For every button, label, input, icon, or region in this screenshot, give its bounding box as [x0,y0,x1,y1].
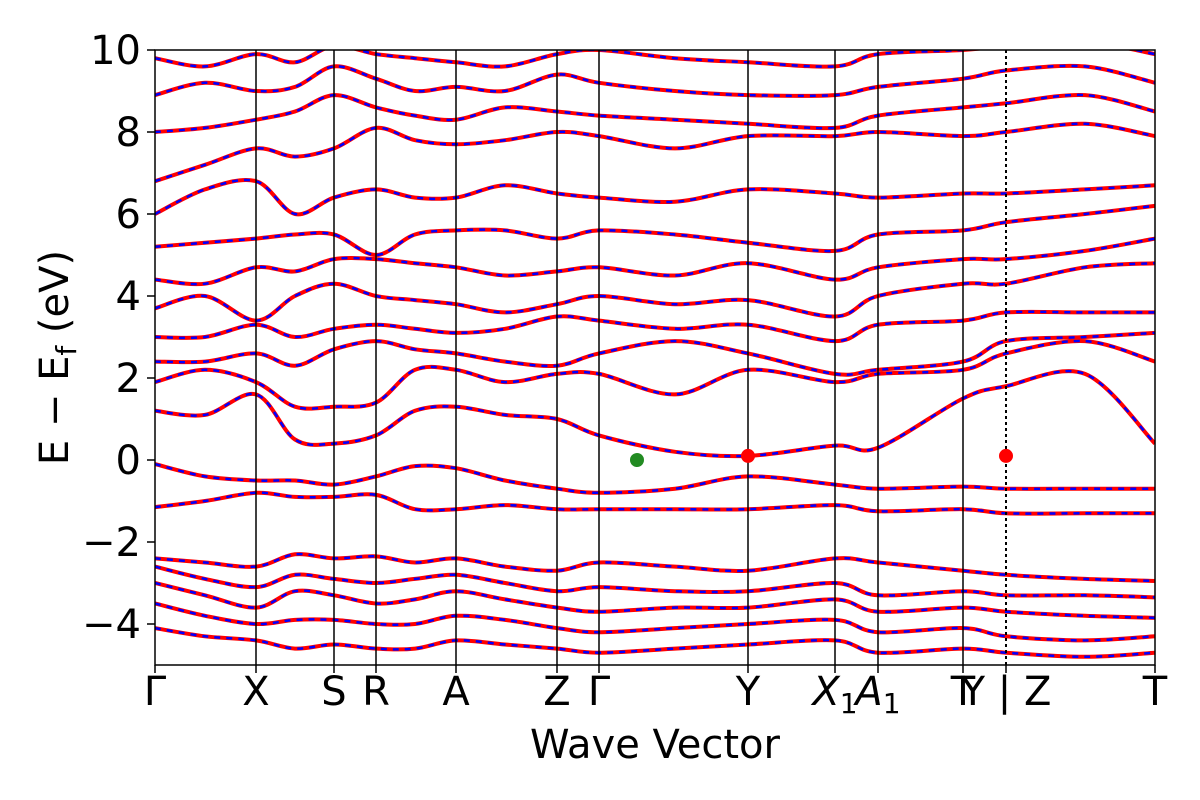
band-solid-line [155,369,1155,459]
band-dashed-line [155,626,1155,659]
band-15 [155,177,1155,217]
x-tick-label: X1 [810,669,857,720]
y-tick-label: 8 [116,110,141,156]
x-tick-label: Z [543,669,570,715]
plot-frame [154,49,1156,666]
y-axis-label-main: E − E [32,356,78,466]
band-dashed-line [155,552,1155,583]
extrema-markers [630,448,1013,467]
x-tick-label: Y | Z [960,669,1052,715]
y-tick-label: 10 [90,28,141,74]
x-tick-label: X [242,669,269,715]
x-tick-label-main: R [362,669,390,715]
x-tick-label: Γ [144,669,167,715]
bands-layer [155,50,1155,659]
x-tick-label-main: T [950,669,976,715]
vbm-marker [630,453,644,467]
x-tick-label-main: X [810,669,841,715]
x-tick-label: R [362,669,390,715]
band-8 [155,369,1155,459]
cbm-marker-y [741,448,755,463]
y-axis-ticks: 10 8 6 4 2 0 −2 −4 [82,28,155,648]
x-tick-label-main: Z [543,669,570,715]
x-tick-label: S [321,669,346,715]
x-tick-label-sub: 1 [883,687,901,720]
x-tick-label: Γ [588,669,611,715]
band-dashed-line [155,64,1155,98]
band-19 [155,50,1155,69]
y-tick-label: 4 [116,274,141,320]
y-tick-label: 2 [116,356,141,402]
x-tick-label: Y [735,669,761,715]
x-tick-label-main: X [242,669,269,715]
x-tick-label-main: S [321,669,346,715]
band-dashed-line [155,602,1155,642]
y-tick-label: −2 [82,520,141,566]
y-tick-label: −4 [82,602,141,648]
x-tick-label-main: Γ [144,669,167,715]
band-dashed-line [155,178,1155,216]
x-tick-label-sub: 1 [840,687,858,720]
y-axis-label: E − Ef (eV) [32,250,83,465]
y-axis-label-unit: (eV) [32,250,78,346]
x-tick-label-main: Y [735,669,761,715]
x-tick-label: A [442,669,470,715]
y-tick-label: 6 [116,192,141,238]
x-tick-label-main: A [442,669,470,715]
x-tick-label: A1 [852,669,900,720]
y-tick-label: 0 [116,438,141,484]
x-tick-label-main: Y | Z [960,669,1052,715]
x-tick-label: T [1142,669,1168,715]
cbm-marker-yz [999,448,1013,463]
band-dashed-line [155,491,1155,515]
band-dashed-line [155,50,1155,68]
x-tick-label-main: Γ [588,669,611,715]
kpoint-divider-lines [255,50,1007,665]
x-tick-label: T [950,669,976,715]
band-dashed-line [155,331,1155,376]
band-solid-line [155,177,1155,217]
x-tick-label-main: T [1142,669,1168,715]
band-dashed-line [155,369,1155,458]
band-dashed-line [155,122,1155,183]
y-axis-label-sub: f [50,345,83,356]
band-dashed-line [155,261,1155,322]
x-tick-label-main: A [852,669,882,715]
x-axis-label: Wave Vector [530,722,781,768]
